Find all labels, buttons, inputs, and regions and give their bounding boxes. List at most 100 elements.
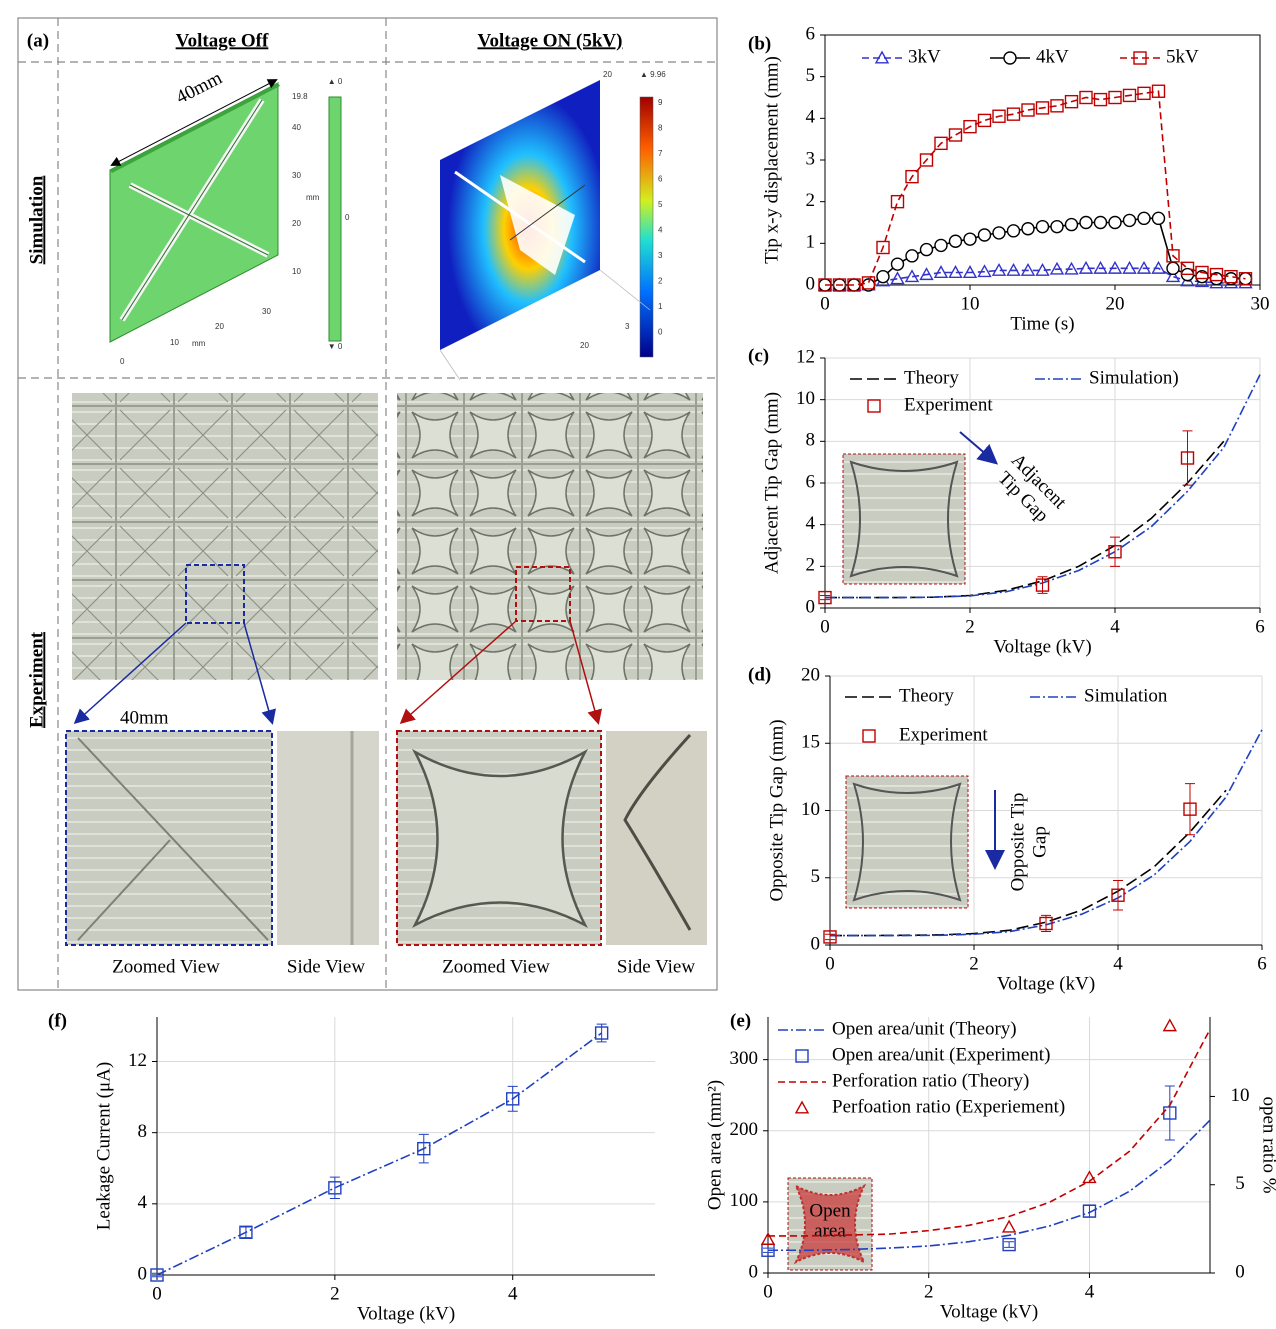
simulation-on bbox=[440, 80, 653, 380]
x-tick-label: 0 bbox=[820, 616, 830, 637]
y-axis-title: Open area (mm²) bbox=[704, 1080, 725, 1210]
side-off bbox=[277, 731, 379, 945]
axis-label: 20 bbox=[215, 322, 224, 331]
marker bbox=[1138, 212, 1150, 224]
colorbar-tick: 7 bbox=[658, 149, 663, 158]
view-label: Side View bbox=[287, 956, 365, 977]
y-tick-label: 5 bbox=[811, 866, 821, 887]
y-tick-label: 15 bbox=[801, 732, 820, 753]
colorbar-tick: 5 bbox=[658, 200, 663, 209]
y-tick-label: 4 bbox=[806, 513, 816, 534]
y-axis-title: Opposite Tip Gap (mm) bbox=[766, 719, 787, 901]
y-axis-title: Tip x-y displacement (mm) bbox=[761, 56, 782, 264]
y-tick-label: 0 bbox=[806, 273, 816, 294]
row-header: Simulation bbox=[26, 175, 47, 264]
y-tick-label: 5 bbox=[806, 65, 816, 86]
zoomed-off bbox=[66, 731, 272, 945]
marker bbox=[979, 114, 991, 126]
legend-marker bbox=[796, 1102, 808, 1113]
legend-label: 4kV bbox=[1036, 46, 1069, 67]
y2-tick-label: 5 bbox=[1235, 1173, 1245, 1194]
marker bbox=[1164, 1020, 1176, 1031]
marker bbox=[935, 239, 947, 251]
annotation: Opposite Tip bbox=[1007, 793, 1028, 892]
y-tick-label: 1 bbox=[806, 232, 816, 253]
marker bbox=[1167, 262, 1179, 274]
y-tick-label: 0 bbox=[138, 1263, 148, 1284]
y-tick-label: 10 bbox=[796, 388, 815, 409]
view-label: Side View bbox=[617, 956, 695, 977]
axis-label: 19.8 bbox=[292, 92, 308, 101]
panel-label: (a) bbox=[27, 30, 49, 51]
y-tick-label: 4 bbox=[138, 1192, 148, 1213]
legend-label: Simulation) bbox=[1089, 367, 1179, 388]
row-header: Experiment bbox=[26, 631, 47, 728]
error-bar bbox=[508, 1086, 518, 1111]
axis-label: 20 bbox=[603, 70, 612, 79]
y-tick-label: 20 bbox=[801, 664, 820, 685]
y-tick-label: 12 bbox=[128, 1050, 147, 1071]
colorbar-tick: 4 bbox=[658, 226, 663, 235]
marker bbox=[1003, 1221, 1015, 1232]
legend-label: 5kV bbox=[1166, 46, 1199, 67]
axis-label: 20 bbox=[292, 219, 301, 228]
error-bar bbox=[1183, 431, 1193, 485]
legend-label: Open area/unit (Experiment) bbox=[832, 1044, 1050, 1065]
marker bbox=[906, 250, 918, 262]
page: {"panel_a": {"label": "(a)", "columns": … bbox=[0, 0, 1276, 1329]
dimension-label: 40mm bbox=[173, 67, 226, 108]
y-tick-label: 0 bbox=[749, 1261, 759, 1282]
legend-label: Experiment bbox=[904, 394, 993, 415]
error-bar bbox=[1113, 880, 1123, 910]
plot-frame bbox=[825, 35, 1260, 285]
y-tick-label: 6 bbox=[806, 23, 816, 44]
marker bbox=[1022, 223, 1034, 235]
marker bbox=[1153, 212, 1165, 224]
x-tick-label: 4 bbox=[1113, 953, 1123, 974]
panel-label: (c) bbox=[748, 345, 769, 366]
column-header: Voltage Off bbox=[176, 30, 269, 51]
colorbar-label: 0 bbox=[345, 213, 350, 222]
marker bbox=[892, 196, 904, 208]
view-label: Zoomed View bbox=[112, 956, 220, 977]
y2-tick-label: 10 bbox=[1231, 1085, 1250, 1106]
marker bbox=[1037, 221, 1049, 233]
y-tick-label: 0 bbox=[811, 933, 821, 954]
marker bbox=[1066, 219, 1078, 231]
side-on bbox=[606, 731, 707, 945]
y-tick-label: 12 bbox=[796, 346, 815, 367]
error-bar bbox=[241, 1227, 251, 1238]
panel-label: (b) bbox=[748, 33, 771, 54]
marker bbox=[877, 271, 889, 283]
x-tick-label: 0 bbox=[763, 1281, 773, 1302]
dimension-label: 40mm bbox=[120, 707, 169, 728]
column-header: Voltage ON (5kV) bbox=[478, 30, 623, 51]
panel-label: (e) bbox=[730, 1010, 751, 1031]
x-axis-title: Voltage (kV) bbox=[997, 973, 1095, 994]
x-axis-title: Voltage (kV) bbox=[940, 1301, 1038, 1322]
y-axis-title: Adjacent Tip Gap (mm) bbox=[761, 392, 782, 574]
axis-label: 10 bbox=[170, 338, 179, 347]
legend-label: Perfoation ratio (Experiement) bbox=[832, 1096, 1065, 1117]
y-tick-label: 2 bbox=[806, 555, 816, 576]
marker bbox=[1080, 217, 1092, 229]
colorbar-tick: 8 bbox=[658, 124, 663, 133]
axis-label: 0 bbox=[120, 357, 125, 366]
x-tick-label: 30 bbox=[1251, 293, 1270, 314]
y-tick-label: 8 bbox=[138, 1121, 148, 1142]
marker bbox=[892, 258, 904, 270]
error-bar bbox=[1110, 537, 1120, 566]
marker bbox=[950, 129, 962, 141]
x-tick-label: 6 bbox=[1257, 953, 1267, 974]
y-tick-label: 200 bbox=[730, 1119, 759, 1140]
y-tick-label: 100 bbox=[730, 1190, 759, 1211]
y-tick-label: 300 bbox=[730, 1048, 759, 1069]
marker bbox=[1095, 217, 1107, 229]
panel-label: (d) bbox=[748, 664, 771, 685]
view-label: Zoomed View bbox=[442, 956, 550, 977]
legend-marker bbox=[1004, 52, 1016, 64]
error-bar bbox=[1165, 1086, 1175, 1140]
marker bbox=[921, 244, 933, 256]
legend-label: Simulation bbox=[1084, 685, 1168, 706]
legend-label: Experiment bbox=[899, 724, 988, 745]
